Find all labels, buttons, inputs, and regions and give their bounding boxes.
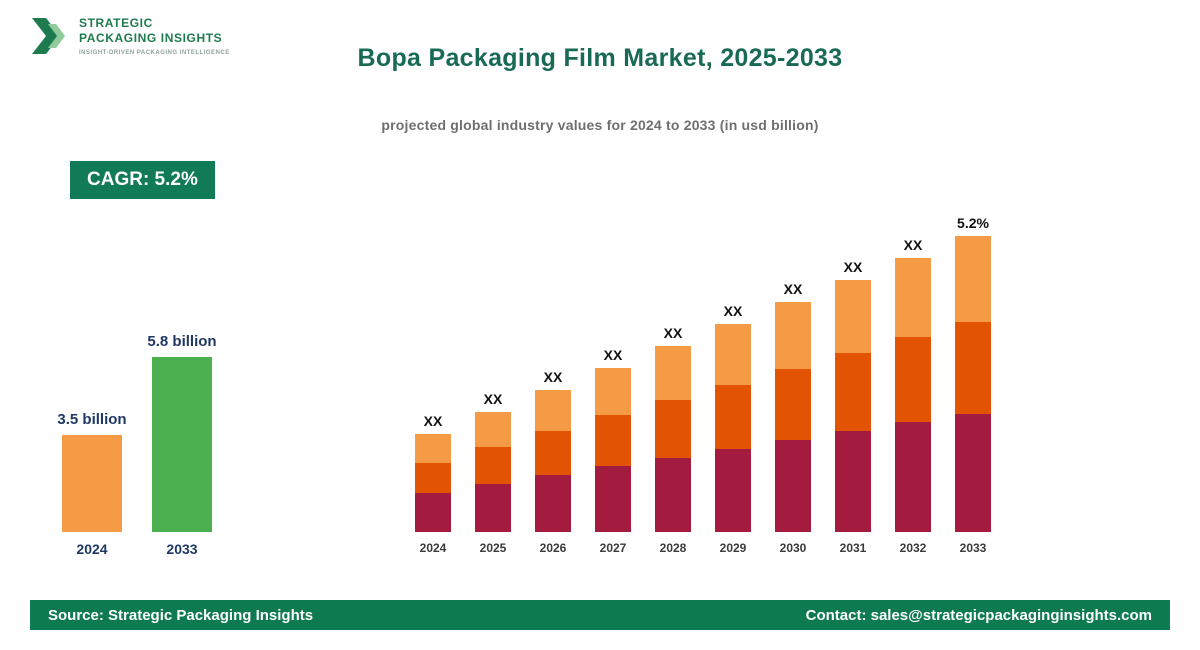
bar-segment-middle: [415, 463, 451, 493]
bar-column: XX 2024: [415, 413, 451, 558]
bar-column: XX 2030: [775, 281, 811, 558]
summary-bar: [152, 357, 212, 532]
bar-segment-lower: [715, 449, 751, 532]
bar-segment-upper: [775, 302, 811, 369]
bar-column: XX 2032: [895, 237, 931, 558]
bar-segment-upper: [835, 280, 871, 353]
bar-value-label: XX: [543, 369, 563, 385]
bar-segment-middle: [835, 353, 871, 431]
stacked-bar-chart: XX 2024 XX 2025 XX 2026 XX 2027 XX 2028 XX 2029 XX 20…: [415, 215, 991, 558]
x-axis-label: 2031: [839, 541, 867, 555]
summary-x-axis-label: 2033: [166, 541, 198, 557]
bar-column: XX 2027: [595, 347, 631, 558]
bar-segment-lower: [655, 458, 691, 532]
bar-segment-upper: [955, 236, 991, 322]
x-axis-label: 2030: [779, 541, 807, 555]
bar-segment-upper: [475, 412, 511, 447]
bar-segment-lower: [835, 431, 871, 532]
bar-segment-middle: [955, 322, 991, 414]
bar-segment-lower: [895, 422, 931, 532]
bar-segment-upper: [895, 258, 931, 337]
bar-value-label: XX: [723, 303, 743, 319]
x-axis-label: 2026: [539, 541, 567, 555]
bar-segment-middle: [475, 447, 511, 484]
bar-segment-lower: [415, 493, 451, 532]
x-axis-label: 2033: [959, 541, 987, 555]
chart-subtitle: projected global industry values for 202…: [381, 117, 819, 133]
bar-segment-middle: [895, 337, 931, 422]
bar-segment-lower: [775, 440, 811, 532]
x-axis-label: 2027: [599, 541, 627, 555]
x-axis-label: 2024: [419, 541, 447, 555]
summary-bar-column: 5.8 billion 2033: [147, 333, 216, 558]
bar-segment-lower: [955, 414, 991, 532]
logo-name-line1: STRATEGIC: [79, 16, 153, 30]
x-axis-label: 2028: [659, 541, 687, 555]
bar-segment-upper: [535, 390, 571, 431]
logo-text: STRATEGIC PACKAGING INSIGHTS INSIGHT-DRI…: [79, 16, 230, 56]
bar-segment-upper: [415, 434, 451, 463]
x-axis-label: 2025: [479, 541, 507, 555]
bar-column: XX 2026: [535, 369, 571, 558]
summary-x-axis-label: 2024: [76, 541, 108, 557]
bar-value-label: XX: [423, 413, 443, 429]
bar-value-label: XX: [783, 281, 803, 297]
bar-value-label: XX: [903, 237, 923, 253]
summary-bar: [62, 435, 122, 532]
cagr-badge: CAGR: 5.2%: [70, 161, 215, 199]
x-axis-label: 2029: [719, 541, 747, 555]
summary-bar-column: 3.5 billion 2024: [57, 411, 126, 558]
bar-segment-upper: [715, 324, 751, 385]
bar-segment-upper: [595, 368, 631, 415]
x-axis-label: 2032: [899, 541, 927, 555]
bar-segment-lower: [595, 466, 631, 532]
summary-bar-chart: 3.5 billion 2024 5.8 billion 2033: [57, 333, 216, 558]
bar-segment-middle: [775, 369, 811, 440]
bar-column: 5.2% 2033: [955, 215, 991, 558]
bar-value-label: XX: [663, 325, 683, 341]
bar-segment-lower: [475, 484, 511, 532]
footer-source: Source: Strategic Packaging Insights: [48, 606, 314, 624]
bar-segment-middle: [535, 431, 571, 475]
bar-segment-middle: [715, 385, 751, 449]
bar-value-label: XX: [843, 259, 863, 275]
bar-value-label: XX: [483, 391, 503, 407]
bar-value-label: 5.2%: [957, 215, 989, 231]
page-title: Bopa Packaging Film Market, 2025-2033: [357, 44, 843, 72]
logo-chevron-icon: [32, 18, 65, 54]
bar-column: XX 2028: [655, 325, 691, 558]
summary-bar-value-label: 5.8 billion: [147, 333, 217, 350]
bar-segment-middle: [655, 400, 691, 458]
bar-segment-middle: [595, 415, 631, 466]
bar-segment-upper: [655, 346, 691, 400]
bar-column: XX 2031: [835, 259, 871, 558]
bar-segment-lower: [535, 475, 571, 532]
logo-name-line2: PACKAGING INSIGHTS: [79, 31, 223, 45]
logo: STRATEGIC PACKAGING INSIGHTS INSIGHT-DRI…: [30, 12, 230, 60]
bar-column: XX 2025: [475, 391, 511, 558]
bar-value-label: XX: [603, 347, 623, 363]
logo-tagline: INSIGHT-DRIVEN PACKAGING INTELLIGENCE: [79, 50, 230, 56]
bar-column: XX 2029: [715, 303, 751, 558]
summary-bar-value-label: 3.5 billion: [57, 411, 127, 428]
footer-contact: Contact: sales@strategicpackaginginsight…: [805, 606, 1152, 624]
footer-banner: Source: Strategic Packaging Insights Con…: [30, 600, 1170, 630]
